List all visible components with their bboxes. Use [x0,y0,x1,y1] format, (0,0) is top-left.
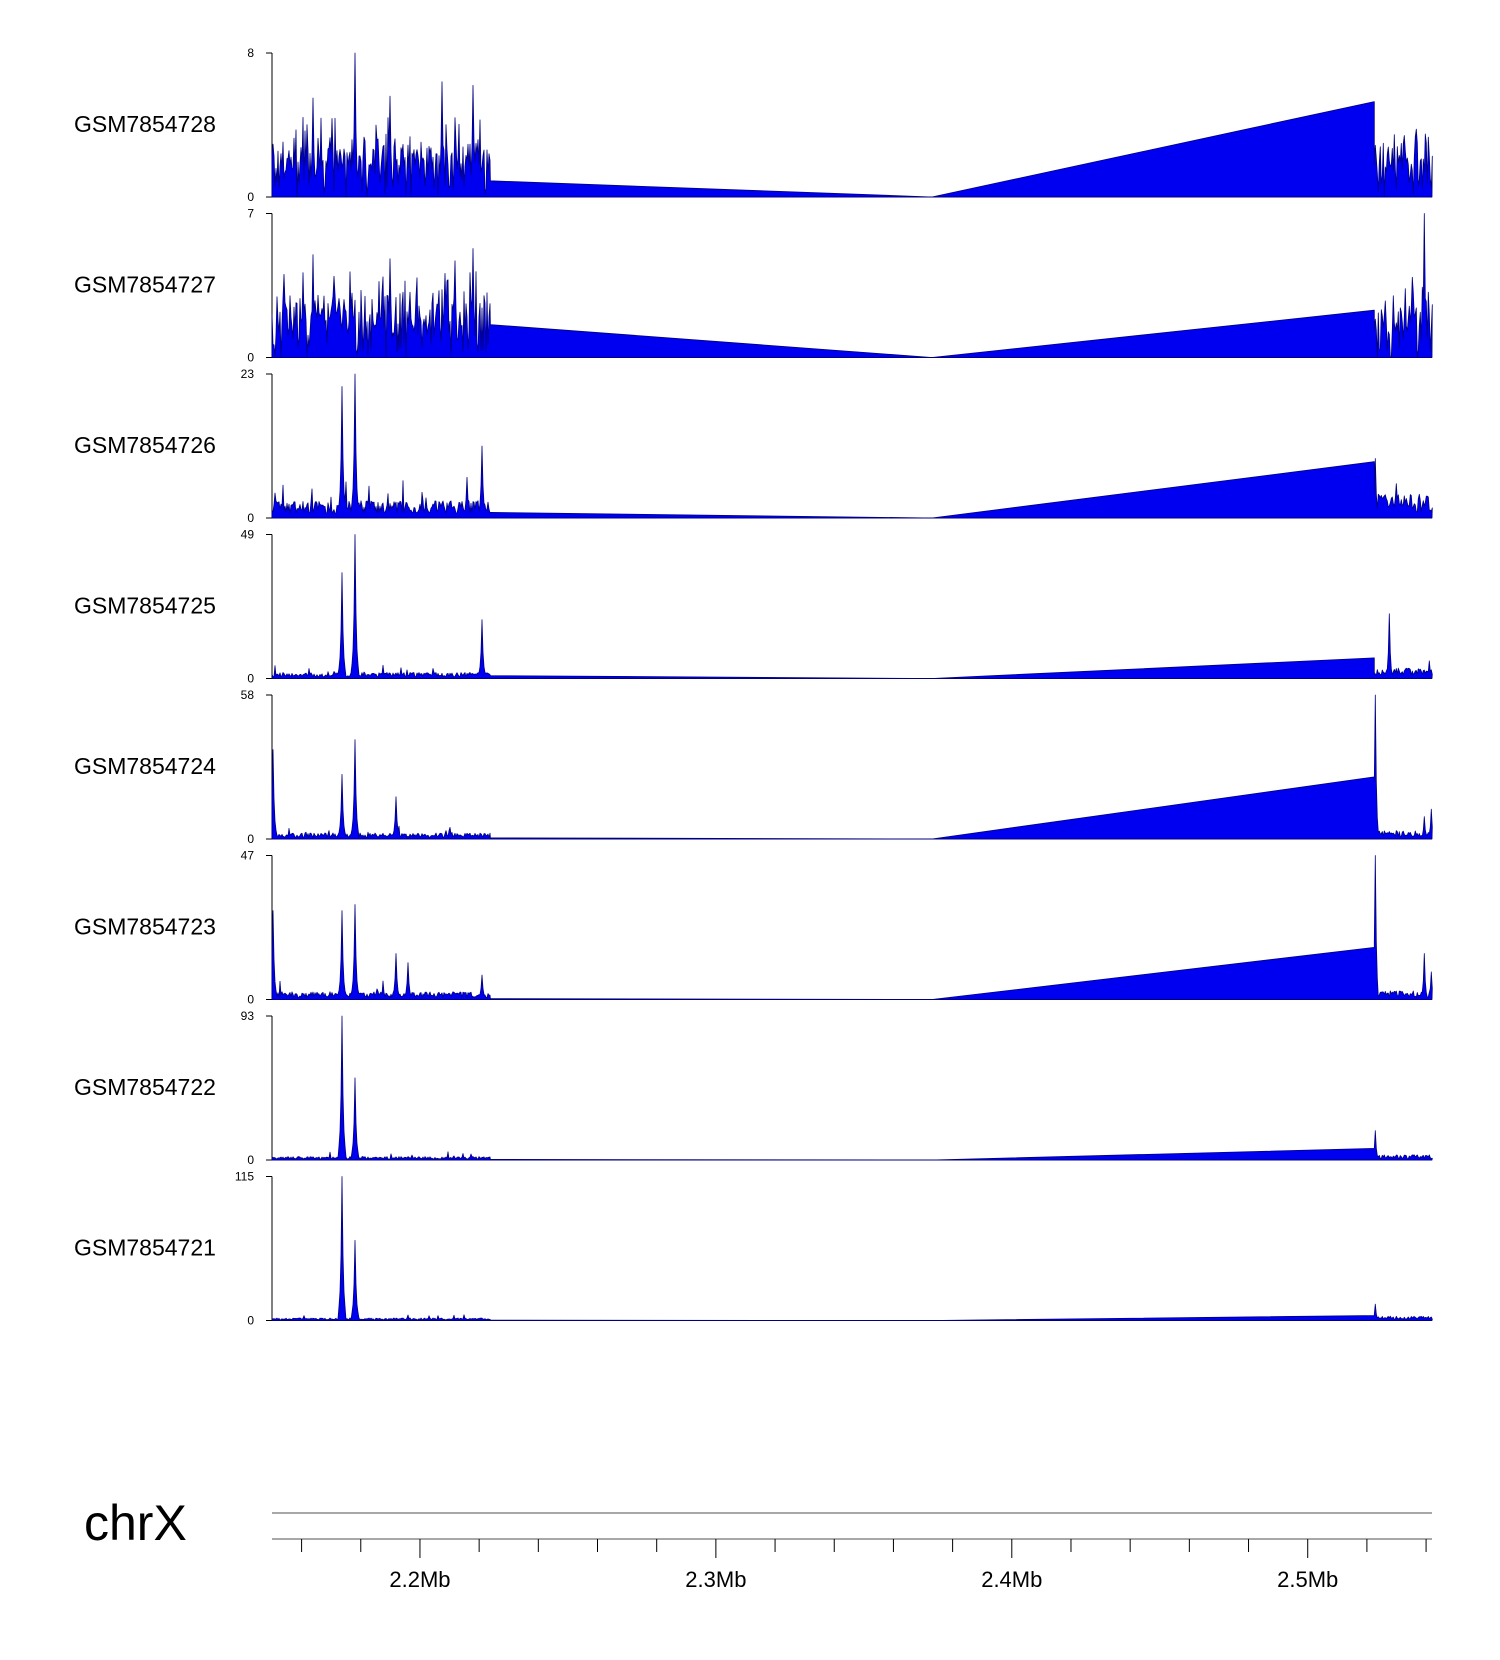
track-label: GSM7854727 [74,272,216,298]
track-GSM7854728: GSM7854728 8 0 [74,46,1433,204]
y-min-label: 0 [247,511,254,525]
track-label: GSM7854725 [74,593,216,619]
track-GSM7854725: GSM7854725 49 0 [74,528,1433,686]
signal-area [271,52,1433,198]
y-min-label: 0 [247,672,254,686]
y-max-label: 47 [241,849,255,863]
signal-area [271,694,1433,840]
track-label: GSM7854726 [74,432,216,458]
chromosome-label: chrX [84,1495,187,1551]
track-label: GSM7854722 [74,1074,216,1100]
y-max-label: 58 [241,688,255,702]
signal-area [271,213,1433,358]
genome-axis: chrX 2.2Mb 2.3Mb 2.4Mb 2.5Mb [84,1495,1432,1592]
y-max-label: 8 [247,46,254,60]
track-label: GSM7854721 [74,1235,216,1261]
signal-area [271,1176,1433,1321]
track-label: GSM7854724 [74,753,216,779]
y-max-label: 93 [241,1009,255,1023]
track-GSM7854724: GSM7854724 58 0 [74,688,1433,846]
y-max-label: 23 [241,367,255,381]
y-min-label: 0 [247,351,254,365]
x-tick-label: 2.4Mb [981,1567,1042,1592]
y-min-label: 0 [247,190,254,204]
y-max-label: 7 [247,207,254,221]
y-min-label: 0 [247,1314,254,1328]
track-GSM7854722: GSM7854722 93 0 [74,1009,1433,1167]
y-min-label: 0 [247,1153,254,1167]
track-GSM7854727: GSM7854727 7 0 [74,207,1433,365]
signal-area [271,855,1433,1000]
tracks-layer: GSM785472880GSM785472770GSM7854726230GSM… [74,46,1433,1328]
y-max-label: 49 [241,528,255,542]
track-GSM7854723: GSM7854723 47 0 [74,849,1433,1007]
y-min-label: 0 [247,993,254,1007]
track-GSM7854721: GSM7854721 115 0 [74,1170,1433,1328]
x-tick-label: 2.3Mb [685,1567,746,1592]
signal-area [271,373,1433,519]
signal-area [271,534,1433,679]
y-min-label: 0 [247,832,254,846]
y-max-label: 115 [235,1170,254,1184]
x-tick-label: 2.5Mb [1277,1567,1338,1592]
track-label: GSM7854728 [74,111,216,137]
x-tick-label: 2.2Mb [389,1567,450,1592]
track-GSM7854726: GSM7854726 23 0 [74,367,1433,525]
signal-area [271,1015,1433,1161]
track-label: GSM7854723 [74,914,216,940]
